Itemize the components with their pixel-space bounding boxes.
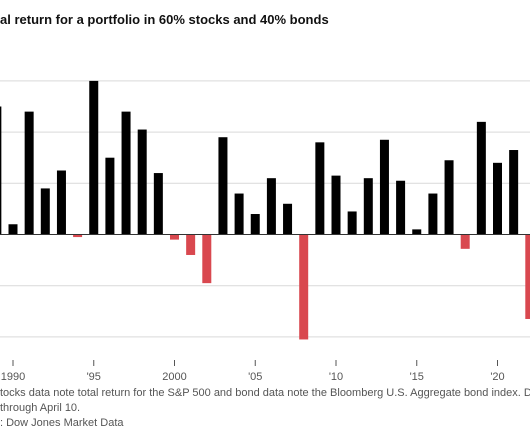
bar-2006 bbox=[266, 178, 276, 235]
bar-chart: 1990 '95 2000 '05 '10 '15 '20 bbox=[0, 80, 530, 383]
bar-2001 bbox=[186, 234, 196, 255]
bar-2011 bbox=[347, 211, 357, 235]
bar-1993 bbox=[56, 170, 66, 235]
bar-2007 bbox=[283, 203, 293, 235]
bar-2012 bbox=[363, 178, 373, 235]
x-axis-ticks: 1990 '95 2000 '05 '10 '15 '20 bbox=[1, 360, 505, 383]
bar-2009 bbox=[315, 142, 325, 235]
bar-2017 bbox=[444, 160, 454, 235]
x-tick-label: '05 bbox=[248, 371, 262, 383]
note-line: tocks data note total return for the S&P… bbox=[0, 387, 530, 399]
bar-2004 bbox=[234, 193, 244, 235]
x-tick-label: 1990 bbox=[1, 371, 25, 383]
bar-2019 bbox=[476, 121, 486, 235]
x-tick-label: '95 bbox=[87, 371, 101, 383]
bar-2005 bbox=[250, 214, 260, 235]
bar-1994 bbox=[73, 234, 83, 238]
x-tick-label: 2000 bbox=[162, 371, 186, 383]
bar-1999 bbox=[153, 173, 163, 235]
bar-2000 bbox=[170, 234, 179, 240]
bar-2015 bbox=[412, 229, 422, 235]
bar-2014 bbox=[396, 180, 406, 235]
bar-1995 bbox=[89, 80, 99, 235]
note-line: : Dow Jones Market Data bbox=[0, 417, 124, 429]
bar-2022 bbox=[525, 234, 530, 319]
bar-1992 bbox=[40, 188, 50, 235]
note-line: through April 10. bbox=[0, 402, 81, 414]
x-tick-label: '10 bbox=[329, 371, 343, 383]
bar-1990 bbox=[8, 224, 18, 235]
x-tick-label: '15 bbox=[410, 371, 424, 383]
bar-2002 bbox=[202, 234, 212, 284]
bar-1997 bbox=[121, 111, 131, 235]
bar-2018 bbox=[460, 234, 470, 249]
gridlines bbox=[0, 80, 530, 338]
bars bbox=[0, 80, 530, 340]
x-tick-label: '20 bbox=[490, 371, 504, 383]
bar-2013 bbox=[379, 139, 389, 235]
bar-1998 bbox=[137, 129, 147, 235]
chart-title: al return for a portfolio in 60% stocks … bbox=[0, 12, 329, 27]
bar-1991 bbox=[24, 111, 34, 235]
bar-2020 bbox=[493, 162, 502, 235]
bar-1989 bbox=[0, 106, 2, 235]
bar-2003 bbox=[218, 137, 228, 235]
bar-1996 bbox=[105, 157, 115, 235]
bar-2016 bbox=[428, 193, 438, 235]
chart-notes: tocks data note total return for the S&P… bbox=[0, 386, 530, 431]
bar-2008 bbox=[299, 234, 309, 340]
bar-2010 bbox=[331, 175, 341, 235]
bar-2021 bbox=[509, 150, 519, 235]
